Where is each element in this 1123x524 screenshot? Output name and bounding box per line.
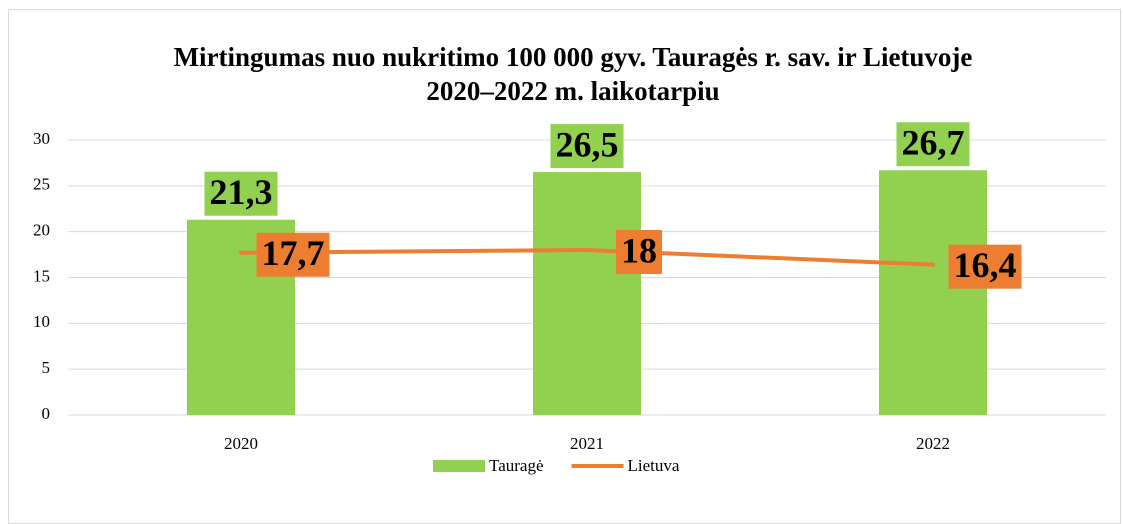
data-label-box: [616, 230, 662, 274]
data-label: 26,7: [896, 122, 970, 167]
legend-label: Tauragė: [489, 456, 544, 475]
y-tick-label: 10: [33, 312, 50, 331]
data-label-box: [204, 171, 278, 216]
y-tick-label: 0: [42, 404, 51, 423]
data-label: 16,4: [948, 244, 1022, 289]
line: [239, 247, 935, 267]
x-tick-label: 2020: [224, 434, 258, 453]
data-label-text: 26,7: [902, 123, 965, 163]
data-label-text: 21,3: [210, 172, 273, 212]
y-tick-label: 25: [33, 175, 50, 194]
chart-title: Mirtingumas nuo nukritimo 100 000 gyv. T…: [173, 42, 973, 106]
x-tick-label: 2022: [916, 434, 950, 453]
y-tick-label: 5: [42, 358, 51, 377]
bar: [533, 172, 641, 415]
legend-label: Lietuva: [628, 456, 680, 475]
data-label: 26,5: [550, 124, 624, 169]
data-label-text: 18: [621, 230, 657, 270]
data-label-box: [256, 232, 330, 277]
x-tick-label: 2021: [570, 434, 604, 453]
data-label: 21,3: [204, 171, 278, 216]
y-tick-label: 20: [33, 221, 50, 240]
legend-swatch: [433, 460, 485, 472]
data-label: 17,7: [256, 232, 330, 277]
data-label-box: [896, 122, 970, 167]
bar: [879, 170, 987, 415]
data-label-text: 16,4: [954, 245, 1017, 285]
y-tick-label: 15: [33, 266, 50, 285]
y-tick-label: 30: [33, 129, 50, 148]
data-label-box: [550, 124, 624, 169]
data-label-text: 17,7: [262, 233, 325, 273]
data-label-box: [948, 244, 1022, 289]
data-label: 18: [616, 230, 662, 274]
data-label-text: 26,5: [556, 124, 619, 164]
